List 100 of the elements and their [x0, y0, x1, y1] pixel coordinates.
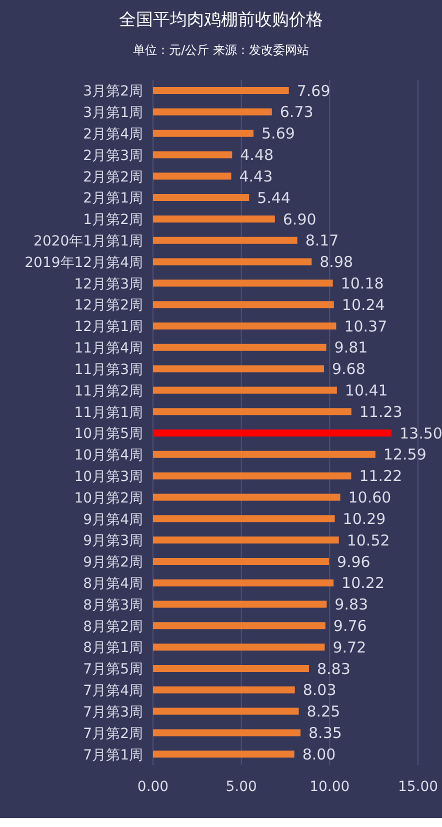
y-tick-label: 8月第1周 [83, 640, 143, 656]
data-label: 9.76 [333, 616, 367, 635]
bar [153, 172, 232, 180]
x-tick-label: 0.00 [137, 778, 169, 795]
y-tick-label: 7月第4周 [83, 683, 143, 700]
y-tick-label: 12月第3周 [74, 276, 143, 292]
bar [153, 450, 376, 458]
y-tick-label: 10月第2周 [74, 490, 143, 506]
y-tick-label: 2月第4周 [83, 126, 143, 142]
y-tick-label: 7月第5周 [83, 662, 143, 678]
data-label: 5.69 [262, 124, 295, 143]
data-label: 10.24 [342, 296, 385, 314]
bar [153, 215, 275, 222]
y-tick-label: 8月第2周 [83, 618, 143, 635]
data-label: 10.18 [340, 274, 384, 292]
bar [153, 686, 295, 694]
y-tick-label: 1月第2周 [83, 212, 143, 228]
bar [153, 579, 334, 586]
bar [153, 536, 339, 544]
data-label: 8.98 [320, 253, 354, 272]
data-label: 10.60 [348, 488, 392, 507]
y-tick-label: 12月第1周 [74, 319, 143, 336]
bar [153, 600, 327, 608]
bar [153, 558, 329, 565]
bar [153, 494, 340, 501]
data-label: 9.81 [334, 338, 368, 357]
bar [153, 236, 298, 244]
y-tick-label: 8月第4周 [83, 576, 143, 592]
data-label: 9.72 [332, 638, 366, 656]
bar [153, 430, 392, 436]
bar [153, 664, 309, 672]
y-tick-label: 11月第4周 [74, 340, 143, 357]
bar [153, 301, 334, 308]
data-label: 9.96 [336, 552, 370, 571]
data-label: 8.35 [308, 724, 342, 742]
data-label: 8.00 [302, 745, 336, 764]
y-tick-label: 2019年12月第4周 [24, 254, 143, 271]
bar [153, 515, 335, 522]
data-label: 10.52 [346, 531, 390, 550]
bar [153, 644, 325, 651]
y-tick-label: 3月第1周 [83, 105, 143, 122]
y-tick-label: 9月第2周 [83, 554, 143, 571]
y-tick-label: 9月第3周 [83, 533, 143, 550]
data-label: 6.73 [280, 103, 314, 122]
bar [153, 280, 333, 287]
x-tick-label: 10.00 [310, 778, 350, 795]
bar [153, 194, 250, 202]
data-label: 12.59 [383, 446, 426, 464]
y-tick-label: 2月第3周 [83, 148, 143, 164]
data-label: 10.41 [344, 382, 388, 400]
bar [153, 365, 324, 372]
bar [153, 322, 336, 330]
y-tick-label: 10月第3周 [74, 468, 143, 485]
data-label: 8.25 [306, 702, 340, 721]
bar [153, 258, 312, 266]
data-label: 8.17 [305, 232, 339, 250]
bar [153, 408, 352, 416]
bar [153, 622, 326, 630]
y-tick-label: 10月第4周 [74, 448, 143, 464]
bar [153, 729, 301, 736]
y-tick-label: 2月第1周 [83, 190, 143, 207]
bar [153, 151, 232, 158]
y-tick-label: 8月第3周 [83, 597, 143, 614]
data-label: 13.50 [400, 424, 442, 442]
x-tick-label: 15.00 [398, 778, 438, 795]
data-label: 5.44 [257, 188, 291, 207]
bar [153, 750, 294, 758]
bar [153, 87, 289, 94]
data-label: 10.22 [342, 574, 385, 592]
y-tick-label: 11月第2周 [74, 383, 143, 400]
x-tick-label: 5.00 [226, 778, 257, 795]
y-tick-label: 10月第5周 [74, 426, 143, 442]
bar [153, 386, 337, 394]
y-tick-label: 2月第2周 [83, 169, 143, 186]
data-label: 6.90 [282, 210, 316, 228]
y-tick-label: 12月第2周 [74, 298, 143, 314]
data-label: 10.29 [342, 510, 386, 528]
y-tick-label: 7月第3周 [83, 704, 143, 720]
y-tick-label: 2020年1月第1周 [34, 234, 143, 250]
data-label: 11.23 [359, 402, 402, 421]
chart-subtitle: 单位：元/公斤 来源：发改委网站 [132, 42, 310, 59]
bar [153, 472, 352, 480]
y-tick-label: 7月第1周 [83, 747, 143, 764]
data-label: 4.43 [239, 167, 273, 186]
y-tick-label: 11月第1周 [74, 404, 143, 421]
y-tick-label: 9月第4周 [83, 512, 143, 528]
data-label: 8.03 [302, 681, 336, 700]
data-label: 8.83 [316, 660, 350, 678]
data-label: 10.37 [344, 317, 388, 336]
data-label: 9.68 [332, 360, 366, 378]
y-tick-label: 3月第2周 [83, 84, 143, 100]
data-label: 4.48 [240, 146, 274, 164]
data-label: 11.22 [359, 467, 402, 486]
data-label: 7.69 [296, 82, 330, 100]
chart-title: 全国平均肉鸡棚前收购价格 [118, 9, 324, 32]
bar [153, 108, 272, 116]
y-tick-label: 11月第3周 [74, 362, 143, 378]
y-tick-label: 7月第2周 [83, 726, 143, 742]
bar [153, 708, 299, 715]
bar [153, 130, 254, 137]
